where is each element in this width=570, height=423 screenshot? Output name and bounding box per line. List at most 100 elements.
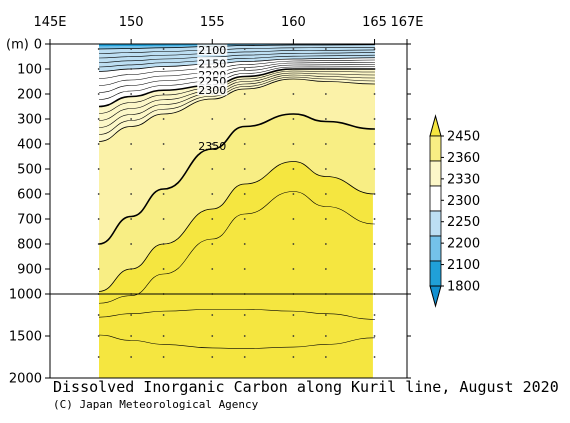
sample-point [243, 268, 246, 270]
sample-point [373, 193, 376, 195]
sample-point [130, 193, 133, 195]
sample-point [292, 68, 295, 70]
sample-point [292, 143, 295, 145]
sample-point [324, 168, 327, 170]
sample-point [243, 93, 246, 95]
y-tick-label: 100 [17, 63, 42, 78]
sample-point [243, 143, 246, 145]
sample-point [243, 168, 246, 170]
contour-minor [99, 66, 375, 100]
sample-point [97, 143, 100, 145]
y-tick-label: 1000 [9, 288, 42, 303]
sample-point [162, 48, 165, 50]
contour-label: 2300 [198, 84, 226, 97]
sample-point [324, 243, 327, 245]
y-tick-label: 1500 [9, 330, 42, 345]
sample-point [243, 68, 246, 70]
contour-label-bg [197, 83, 228, 96]
contour-label-group: 2150 [197, 57, 228, 71]
sample-point [97, 118, 100, 120]
y-tick-label: 900 [17, 263, 42, 278]
contour-2200 [99, 57, 375, 72]
sample-point [97, 356, 100, 358]
y-tick-label: 300 [17, 113, 42, 128]
contour-label-group: 2100 [197, 43, 228, 57]
contour-deep [99, 191, 375, 304]
sample-point [292, 168, 295, 170]
sample-point [324, 193, 327, 195]
y-tick-label: 400 [17, 138, 42, 153]
colorbar-label: 2300 [447, 194, 480, 209]
sample-point [211, 143, 214, 145]
contour-2300 [99, 68, 375, 108]
sample-point [211, 118, 214, 120]
sample-point [373, 218, 376, 220]
sample-point [292, 356, 295, 358]
colorbar-label: 2200 [447, 237, 480, 252]
sample-point [162, 356, 165, 358]
sample-point [243, 193, 246, 195]
sample-point [292, 243, 295, 245]
sample-point [243, 118, 246, 120]
sample-point [373, 68, 376, 70]
sample-point [292, 48, 295, 50]
sample-point [130, 93, 133, 95]
sample-point [292, 118, 295, 120]
contour-minor [99, 54, 375, 68]
sample-point [211, 356, 214, 358]
sample-point [243, 218, 246, 220]
sample-point [292, 93, 295, 95]
sample-point [162, 68, 165, 70]
sample-point [292, 193, 295, 195]
sample-point [97, 93, 100, 95]
sample-point [130, 314, 133, 316]
colorbar-label: 2450 [447, 130, 480, 145]
colorbar-label: 2360 [447, 151, 480, 166]
colorbar-segment [429, 185, 442, 212]
y-axis-unit: (m) [6, 38, 29, 53]
contour-label-bg [197, 57, 228, 69]
colorbar-segment [429, 210, 442, 237]
sample-point [211, 268, 214, 270]
sample-point [292, 335, 295, 337]
band-2200 [99, 44, 375, 72]
contour-minor [99, 59, 375, 79]
sample-point [162, 93, 165, 95]
x-tick-label: 165 [362, 15, 387, 30]
sample-point [97, 335, 100, 337]
contour-label-group: 2350 [198, 140, 226, 153]
sample-point [211, 193, 214, 195]
sample-point [243, 335, 246, 337]
colorbar-segment [429, 235, 442, 262]
sample-point [243, 356, 246, 358]
band-below-2100 [99, 44, 375, 47]
sample-point [162, 268, 165, 270]
sample-point [373, 143, 376, 145]
y-tick-label: 0 [34, 38, 42, 53]
colorbar-segment [429, 260, 442, 287]
sample-point [130, 356, 133, 358]
chart-title: Dissolved Inorganic Carbon along Kuril l… [53, 378, 559, 396]
sample-point [324, 218, 327, 220]
contour-label: 2150 [198, 58, 226, 71]
contour-2360 [99, 161, 375, 292]
sample-point [324, 268, 327, 270]
sample-point [162, 193, 165, 195]
sample-point [292, 314, 295, 316]
x-tick-label: 167E [390, 15, 423, 30]
x-tick-label: 160 [281, 15, 306, 30]
sample-point [324, 118, 327, 120]
copyright-credit: (C) Japan Meteorological Agency [53, 398, 259, 411]
x-tick-label: 150 [119, 15, 144, 30]
sample-point [373, 314, 376, 316]
sample-point [373, 335, 376, 337]
sample-point [373, 168, 376, 170]
axes-layer: 145E 150 155 160 165 167E 0 100 200 300 400 500 600 7… [6, 15, 424, 387]
sample-point [97, 243, 100, 245]
sample-point [130, 68, 133, 70]
sample-point [324, 143, 327, 145]
y-tick-label: 700 [17, 213, 42, 228]
contour-minor [99, 74, 375, 128]
sample-point [130, 243, 133, 245]
